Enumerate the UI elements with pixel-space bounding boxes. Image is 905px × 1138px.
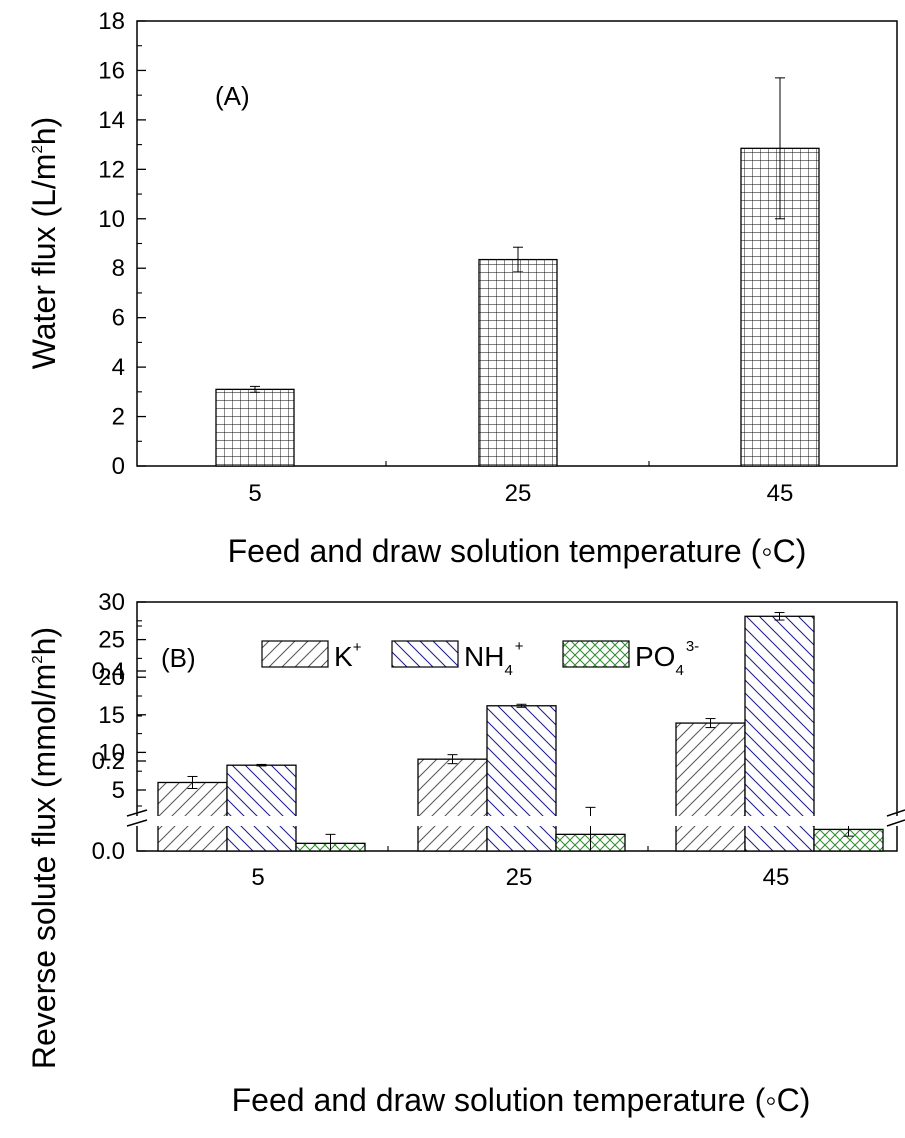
bar-NH4+-25 xyxy=(486,705,557,852)
panel-b-y-axis: 0.0 0.2 0.4 5 10 15 20 25 30 xyxy=(92,589,146,865)
error-bar-NH4+-45 xyxy=(774,612,785,621)
legend-item-K+: K+ xyxy=(261,639,362,672)
legend-label-NH4+: NH4+ xyxy=(464,638,524,679)
legend-item-NH4+: NH4+ xyxy=(391,638,524,679)
y-tick-label-8: 16 xyxy=(98,57,125,84)
legend-label-K+: K+ xyxy=(334,639,362,672)
panel-a-label: (A) xyxy=(215,81,250,111)
y-tick-label-1: 2 xyxy=(112,404,125,431)
upper-y-tick-label-3: 20 xyxy=(98,664,125,691)
legend-swatch-PO43- xyxy=(562,640,630,668)
lower-y-tick-label-1: 0.2 xyxy=(92,748,125,775)
panel-b-label: (B) xyxy=(161,643,196,673)
panel-b-bars xyxy=(157,612,884,852)
panel-a-x-axis-title: Feed and draw solution temperature (◦C) xyxy=(228,533,807,569)
x-tick-label-0: 5 xyxy=(251,864,264,891)
y-tick-label-4: 8 xyxy=(112,255,125,282)
legend-label-PO43-: PO43- xyxy=(635,638,699,679)
bar-K+-25 xyxy=(417,758,488,852)
y-tick-label-5: 10 xyxy=(98,206,125,233)
legend-swatch-NH4+ xyxy=(391,640,459,668)
x-tick-label-1: 25 xyxy=(505,480,532,507)
upper-y-tick-label-5: 30 xyxy=(98,589,125,616)
x-tick-label-2: 45 xyxy=(763,864,790,891)
x-tick-label-1: 25 xyxy=(506,864,533,891)
panel-b: 0.0 0.2 0.4 5 10 15 20 25 30 5 25 45 (B) K+ NH4+ PO4… xyxy=(26,589,905,1118)
panel-a-y-axis-title: Water flux (L/m2h) xyxy=(26,117,62,370)
bar-K+-45 xyxy=(675,722,746,852)
panel-b-x-axis-title: Feed and draw solution temperature (◦C) xyxy=(232,1082,811,1118)
y-tick-label-2: 4 xyxy=(112,354,125,381)
bar-25 xyxy=(478,258,558,467)
legend-item-PO43-: PO43- xyxy=(562,638,699,679)
error-bar-K+-25 xyxy=(447,754,458,765)
bar-NH4+-5 xyxy=(226,764,297,852)
legend-swatch-K+ xyxy=(261,640,329,668)
panel-a-x-axis: 5 25 45 xyxy=(248,461,793,507)
lower-y-tick-label-2: 0.4 xyxy=(92,658,125,685)
error-bar-NH4+-5 xyxy=(256,763,267,767)
error-bar-5 xyxy=(250,385,260,393)
y-tick-label-7: 14 xyxy=(98,107,125,134)
x-tick-label-0: 5 xyxy=(248,480,261,507)
y-tick-label-0: 0 xyxy=(112,453,125,480)
y-tick-label-3: 6 xyxy=(112,305,125,332)
error-bar-PO43--25 xyxy=(585,806,596,852)
panel-a-y-axis: 0 2 4 6 8 10 12 14 16 18 xyxy=(98,8,146,480)
upper-y-tick-label-0: 5 xyxy=(112,777,125,804)
error-bar-PO43--5 xyxy=(325,833,336,852)
bar-NH4+-45 xyxy=(744,615,815,852)
error-bar-K+-45 xyxy=(705,718,716,729)
error-bar-25 xyxy=(513,246,523,273)
upper-y-tick-label-4: 25 xyxy=(98,627,125,654)
panel-a: 0 2 4 6 8 10 12 14 16 18 5 25 45 (A) Feed and draw … xyxy=(26,8,898,569)
axis-break-mark-right xyxy=(886,809,905,827)
upper-y-tick-label-1: 10 xyxy=(98,739,125,766)
panel-a-bars xyxy=(215,77,820,467)
error-bar-NH4+-25 xyxy=(516,703,527,708)
axis-break-gap xyxy=(120,816,905,826)
y-tick-label-6: 12 xyxy=(98,156,125,183)
panel-b-legend: K+ NH4+ PO43- xyxy=(261,638,699,679)
panel-b-y-axis-title: Reverse solute flux (mmol/m2h) xyxy=(26,627,62,1069)
y-tick-label-9: 18 xyxy=(98,8,125,35)
axis-break-mark-left xyxy=(126,809,148,827)
panel-b-x-axis: 5 25 45 xyxy=(251,846,789,891)
lower-y-tick-label-0: 0.0 xyxy=(92,838,125,865)
upper-y-tick-label-2: 15 xyxy=(98,702,125,729)
error-bar-45 xyxy=(775,77,785,220)
bar-5 xyxy=(215,388,295,467)
error-bar-K+-5 xyxy=(187,775,198,789)
x-tick-label-2: 45 xyxy=(767,480,794,507)
